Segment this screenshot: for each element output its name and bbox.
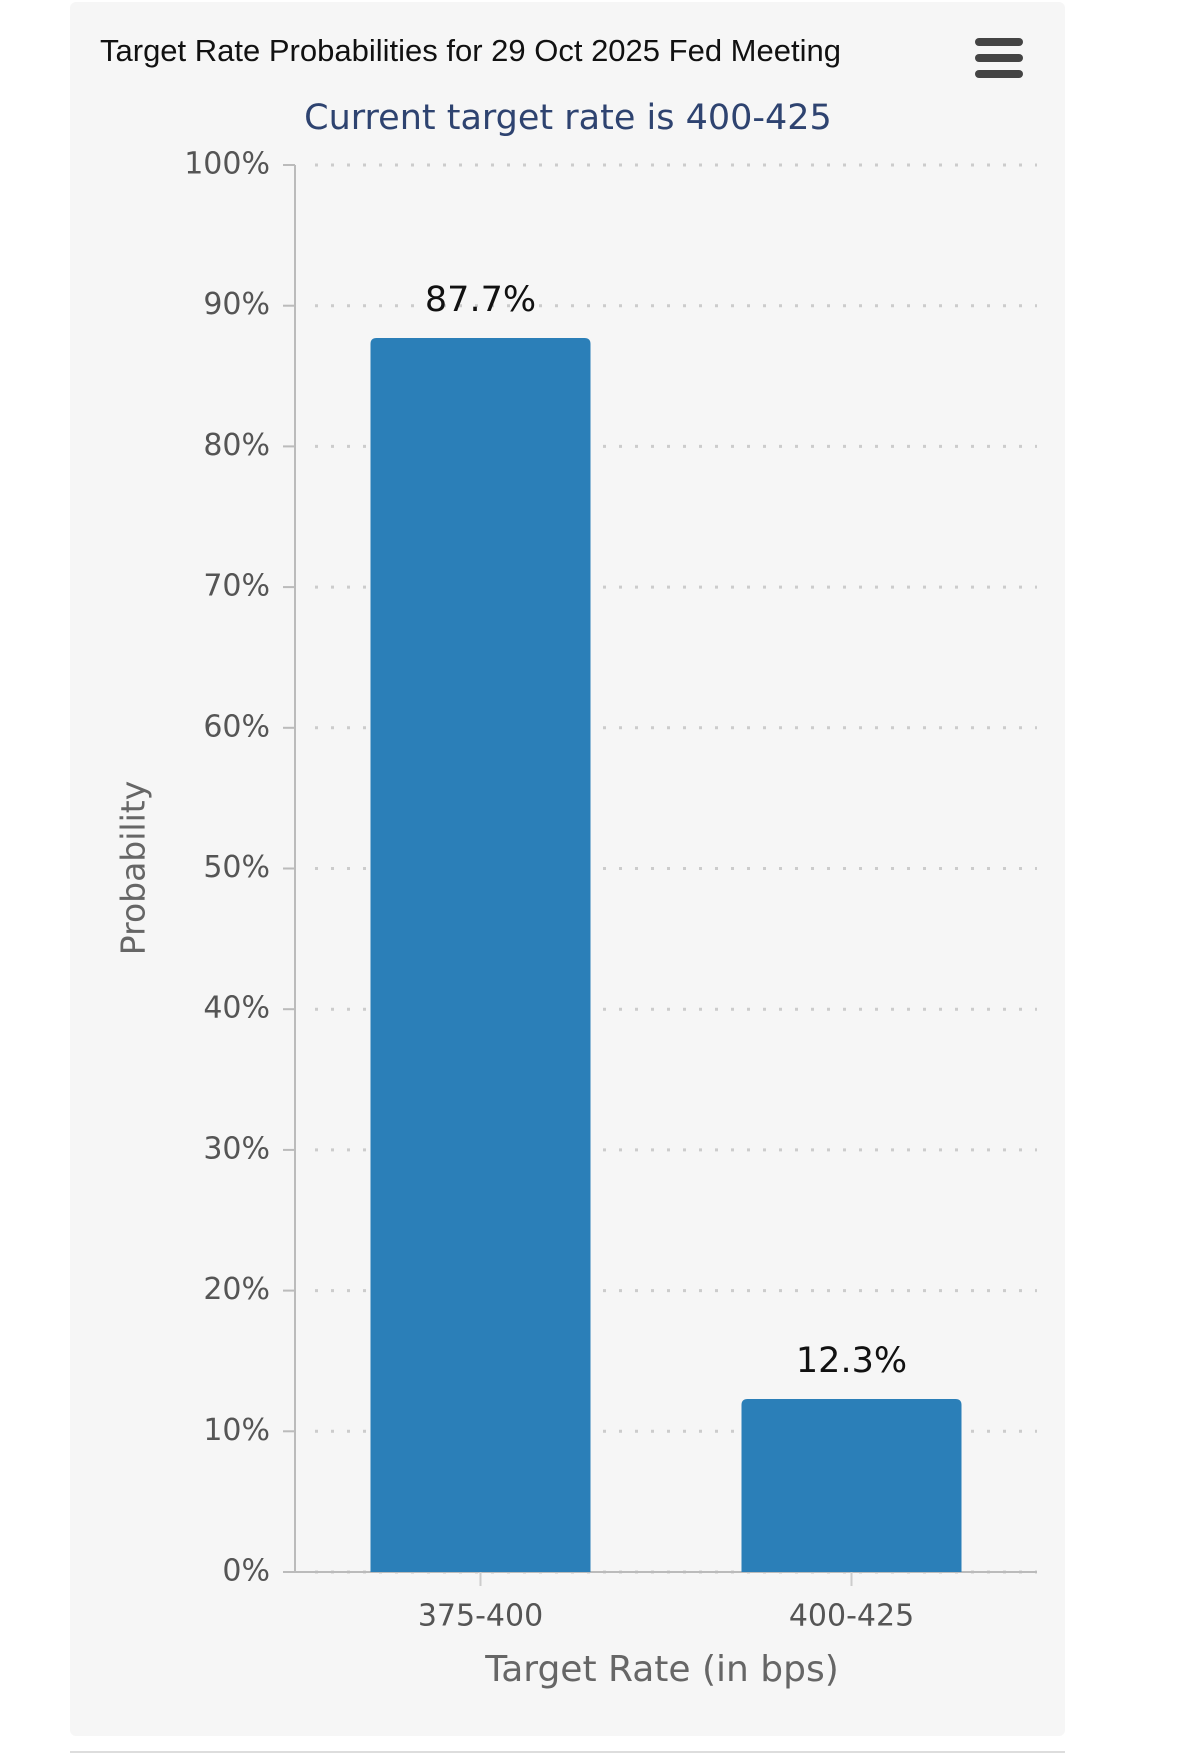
bar	[370, 338, 591, 1572]
y-tick-label: 40%	[203, 991, 270, 1026]
y-tick-label: 60%	[203, 709, 270, 744]
bar	[741, 1398, 962, 1572]
y-tick-label: 90%	[203, 287, 270, 322]
y-tick-label: 10%	[203, 1413, 270, 1448]
y-tick-label: 80%	[203, 428, 270, 463]
menu-bar	[975, 54, 1023, 62]
menu-button[interactable]	[975, 38, 1023, 78]
data-label: 12.3%	[796, 1341, 907, 1381]
y-axis-title: Probability	[114, 781, 153, 955]
x-tick-label: 400-425	[789, 1599, 914, 1634]
y-tick-label: 70%	[203, 569, 270, 604]
x-tick-label: 375-400	[418, 1599, 543, 1634]
x-axis-title: Target Rate (in bps)	[484, 1649, 839, 1690]
chart-title: Target Rate Probabilities for 29 Oct 202…	[100, 33, 841, 68]
data-label: 87.7%	[425, 280, 536, 320]
y-tick-label: 30%	[203, 1131, 270, 1166]
y-tick-label: 100%	[184, 147, 270, 182]
y-tick-label: 50%	[203, 850, 270, 885]
menu-bar	[975, 70, 1023, 78]
chart-subtitle: Current target rate is 400-425	[304, 98, 832, 138]
y-tick-label: 20%	[203, 1272, 270, 1307]
menu-bar	[975, 38, 1023, 46]
y-tick-label: 0%	[222, 1554, 270, 1589]
